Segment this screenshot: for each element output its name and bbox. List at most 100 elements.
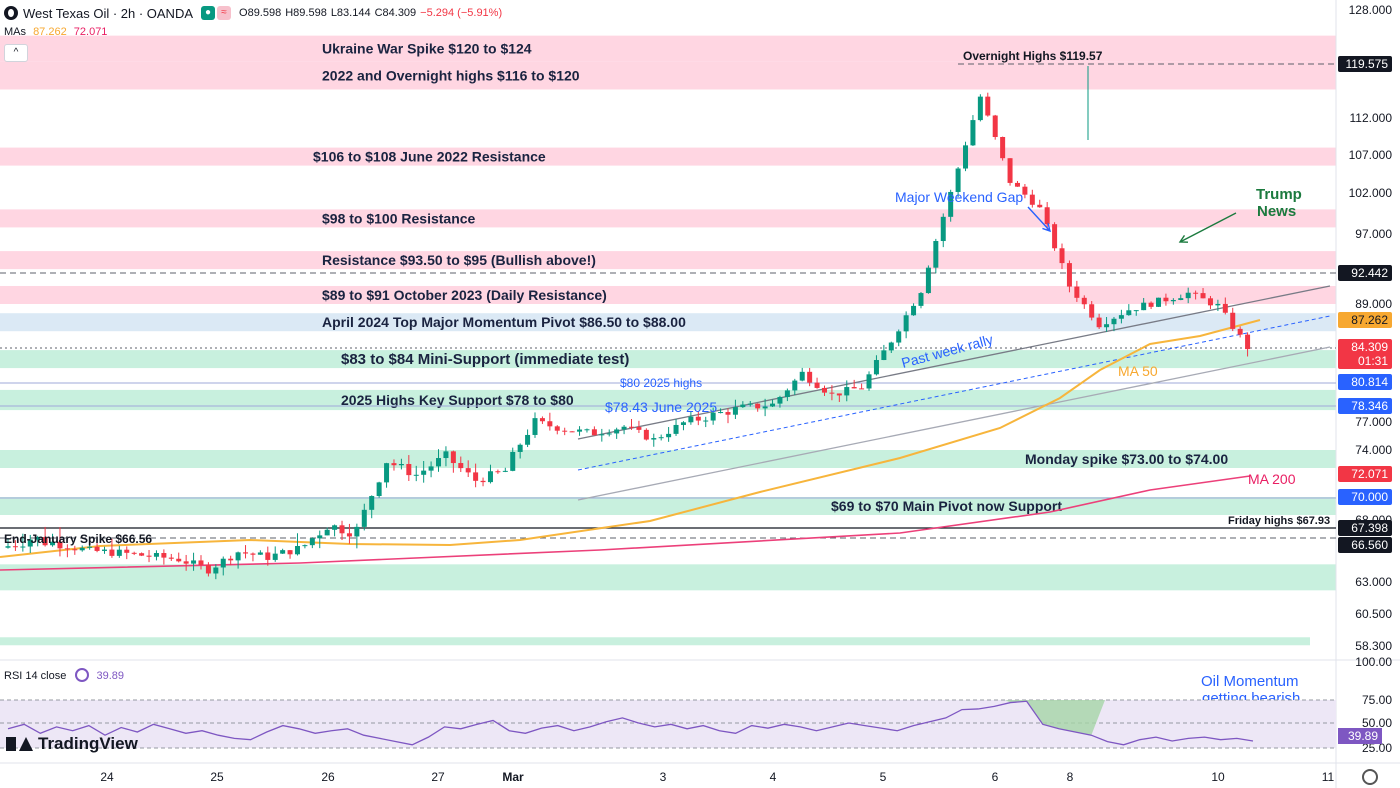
- candle-body: [525, 434, 531, 445]
- time-tick-label: 25: [210, 770, 224, 784]
- candle-body: [977, 96, 983, 121]
- rsi-legend[interactable]: RSI 14 close 39.89: [4, 668, 124, 682]
- candle-body: [168, 557, 174, 559]
- rsi-value-box: [1338, 728, 1382, 744]
- candle-body: [346, 533, 352, 537]
- time-tick-label: 8: [1067, 770, 1074, 784]
- candle-body: [1230, 312, 1236, 329]
- candle-body: [42, 537, 48, 546]
- candle-body: [50, 541, 56, 546]
- candle-body: [517, 444, 523, 452]
- price-label-text: 70.000: [1351, 490, 1388, 504]
- candle-body: [361, 509, 367, 527]
- candle-body: [376, 482, 382, 497]
- candle-body: [309, 538, 315, 546]
- symbol-logo-icon: [4, 6, 18, 20]
- price-label-box: [1338, 265, 1392, 281]
- candle-body: [450, 451, 456, 464]
- tradingview-logo[interactable]: TradingView: [6, 734, 138, 754]
- candle-body: [918, 293, 924, 306]
- candle-body: [220, 558, 226, 568]
- candle-body: [591, 429, 597, 436]
- ma-legend[interactable]: MAs 87.262 72.071: [4, 26, 107, 38]
- candle-body: [636, 427, 642, 430]
- candle-body: [903, 315, 909, 332]
- time-tick-label: 3: [660, 770, 667, 784]
- candle-body: [940, 216, 946, 242]
- candle-body: [428, 466, 434, 471]
- annotation-text: MA 200: [1248, 471, 1296, 487]
- rsi-settings-icon[interactable]: [75, 668, 90, 682]
- annotation-text: Friday highs $67.93: [1228, 515, 1330, 527]
- candle-body: [465, 468, 471, 473]
- candle-body: [183, 561, 189, 564]
- price-label-box: [1338, 339, 1392, 369]
- zone-band: [0, 497, 1336, 515]
- candle-body: [1014, 182, 1020, 187]
- candle-body: [35, 537, 41, 540]
- zone-label: $83 to $84 Mini-Support (immediate test): [341, 351, 629, 368]
- candle-body: [569, 431, 575, 433]
- trump-news-arrow: [1179, 212, 1237, 243]
- zone-band: [0, 147, 1336, 166]
- price-tick-label: 63.000: [1355, 575, 1392, 589]
- price-tick-label: 58.300: [1355, 639, 1392, 653]
- zone-label: 2022 and Overnight highs $116 to $120: [322, 67, 580, 83]
- buy-icon[interactable]: ●: [201, 6, 216, 20]
- price-label-text: 80.814: [1351, 375, 1388, 389]
- candle-body: [911, 305, 917, 316]
- rsi-value-label: 39.89: [1348, 729, 1378, 743]
- candle-body: [1156, 297, 1162, 307]
- candle-body: [1237, 328, 1243, 335]
- zone-label: $89 to $91 October 2023 (Daily Resistanc…: [322, 287, 607, 303]
- buy-sell-buttons[interactable]: ● ≈: [201, 6, 233, 20]
- tradingview-logo-icon: [6, 737, 33, 751]
- price-label-text: 87.262: [1351, 313, 1388, 327]
- candle-body: [1200, 293, 1206, 299]
- candle-body: [539, 418, 545, 422]
- candle-body: [1141, 302, 1147, 311]
- candle-body: [101, 549, 107, 551]
- collapse-legend-button[interactable]: ^: [4, 44, 28, 62]
- chart-settings-icon[interactable]: [1362, 769, 1378, 785]
- zone-band: [0, 450, 1336, 468]
- symbol-title[interactable]: West Texas Oil · 2h · OANDA: [23, 5, 194, 21]
- candle-body: [280, 550, 286, 554]
- candle-body: [1215, 303, 1221, 306]
- candle-body: [1074, 286, 1080, 298]
- price-label-text: 72.071: [1351, 467, 1388, 481]
- candle-body: [621, 426, 627, 430]
- price-label-text: 92.442: [1351, 266, 1388, 280]
- price-label-box: [1338, 466, 1392, 482]
- candle-body: [710, 412, 716, 421]
- candle-body: [658, 437, 664, 439]
- candle-body: [629, 426, 634, 428]
- candle-body: [814, 382, 820, 388]
- zone-band: [0, 285, 1336, 304]
- price-label-box: [1338, 489, 1392, 505]
- rsi-band: [0, 700, 1336, 748]
- candle-body: [992, 115, 998, 137]
- candle-body: [443, 451, 449, 459]
- candle-body: [844, 387, 850, 396]
- sell-icon[interactable]: ≈: [217, 6, 232, 20]
- candle-body: [614, 429, 620, 434]
- price-label-text: 66.560: [1351, 538, 1388, 552]
- time-tick-label: 26: [321, 770, 335, 784]
- price-label-box: [1338, 312, 1392, 328]
- candle-body: [562, 430, 568, 432]
- candle-body: [161, 553, 167, 558]
- candle-body: [1111, 318, 1117, 325]
- candle-body: [1126, 310, 1132, 316]
- candle-body: [948, 191, 954, 217]
- weekend-gap-arrow: [1027, 206, 1051, 232]
- channel-bottom-line: [577, 346, 1331, 501]
- candle-body: [228, 558, 234, 561]
- zone-label: Monday spike $73.00 to $74.00: [1025, 451, 1228, 467]
- rsi-overbought-fill: [1005, 700, 1105, 736]
- candle-body: [680, 422, 686, 425]
- time-tick-label: 27: [431, 770, 445, 784]
- candle-body: [799, 371, 805, 381]
- annotation-text: End-January Spike $66.56: [4, 532, 152, 546]
